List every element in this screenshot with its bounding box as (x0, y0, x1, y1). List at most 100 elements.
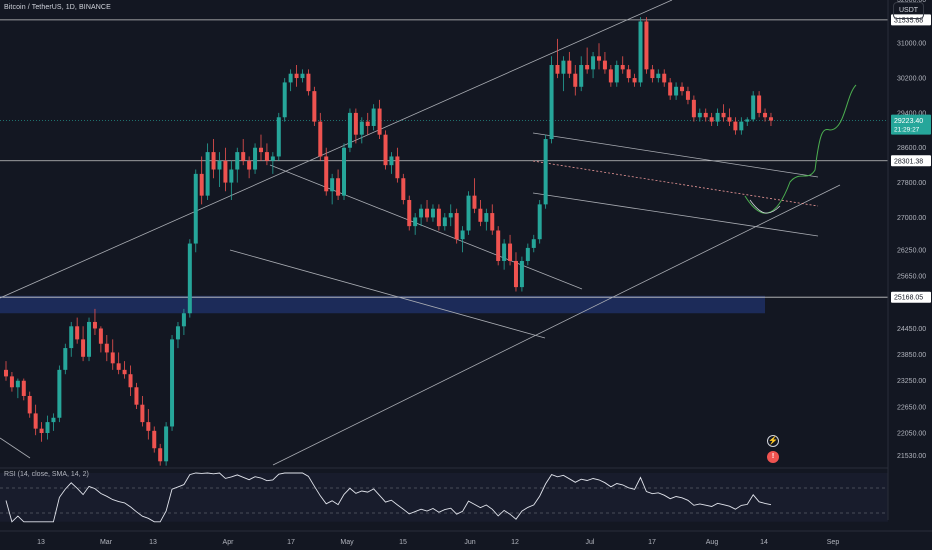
candle-body (674, 86, 679, 96)
candle (39, 422, 44, 442)
candle-body (217, 160, 222, 170)
candle-body (644, 21, 649, 70)
candle-body (602, 60, 607, 70)
candle (768, 112, 773, 126)
candle-body (235, 152, 240, 170)
candle (211, 139, 216, 179)
candle (199, 156, 204, 205)
candle-body (152, 430, 157, 449)
candle-body (430, 208, 435, 218)
price-axis-tick: 31000.00 (897, 41, 926, 48)
candle-body (768, 117, 773, 121)
current-price-countdown: 21:29:27 (894, 127, 920, 134)
candle-body (365, 121, 370, 126)
date-axis-tick: 13 (37, 539, 45, 546)
candle (721, 104, 726, 122)
candle (626, 65, 631, 83)
candle (531, 234, 536, 253)
currency-button[interactable]: USDT (893, 2, 924, 19)
candle-body (264, 152, 269, 161)
candle (697, 108, 702, 122)
candle (318, 112, 323, 161)
candle (715, 108, 720, 126)
date-axis-tick: May (340, 539, 354, 546)
candle (57, 365, 62, 423)
candle (490, 204, 495, 235)
candle-body (15, 380, 20, 388)
candle-body (146, 422, 151, 431)
candle-body (454, 213, 459, 240)
candle (614, 60, 619, 87)
candle (152, 426, 157, 453)
price-axis-tick: 21530.00 (897, 453, 926, 460)
candle-body (745, 119, 750, 122)
candle-body (223, 160, 228, 183)
candle (389, 152, 394, 174)
date-axis-tick: Jun (464, 539, 475, 546)
candle-body (247, 160, 252, 170)
candle (217, 152, 222, 187)
candle-body (650, 69, 655, 79)
candle (519, 256, 524, 292)
candle (751, 91, 756, 122)
chart-title: Bitcoin / TetherUS, 1D, BINANCE (4, 4, 111, 11)
candle-body (98, 328, 103, 344)
candle (525, 243, 530, 266)
candle-body (229, 169, 234, 183)
candle-body (531, 239, 536, 248)
candle-body (81, 339, 86, 357)
date-axis-tick: Apr (223, 539, 235, 546)
price-marker-bg (891, 155, 931, 167)
candle-body (353, 112, 358, 135)
candle (650, 65, 655, 83)
alert-icon[interactable]: ! (767, 451, 779, 463)
price-axis-tick: 29400.00 (897, 110, 926, 117)
price-axis-tick: 27000.00 (897, 215, 926, 222)
candle-body (158, 448, 163, 462)
candle-body (45, 422, 50, 433)
candle (342, 143, 347, 201)
candle-body (448, 213, 453, 218)
price-axis-tick: 25650.00 (897, 274, 926, 281)
candle-body (389, 156, 394, 166)
candle-body (567, 60, 572, 74)
candle (513, 252, 518, 292)
current-price-tag (891, 114, 931, 135)
candle (87, 317, 92, 362)
candle-body (502, 243, 507, 261)
candle-body (685, 91, 690, 100)
candle (413, 213, 418, 235)
candle-body (614, 65, 619, 83)
candle-body (519, 260, 524, 288)
candle-body (9, 376, 14, 388)
candle (419, 204, 424, 227)
candle-body (318, 121, 323, 157)
candle (69, 321, 74, 357)
candle-body (703, 112, 708, 118)
lightning-icon[interactable]: ⚡ (767, 435, 779, 447)
candle (63, 343, 68, 375)
candle (466, 191, 471, 235)
candle (306, 69, 311, 96)
candle-body (330, 178, 335, 192)
candle (9, 372, 14, 392)
candle (336, 169, 341, 201)
candle (128, 365, 133, 396)
candle (312, 86, 317, 126)
candle-body (466, 195, 471, 231)
support-zone[interactable] (0, 295, 765, 314)
candle (644, 17, 649, 74)
date-axis: 13 Mar 13 Apr 17 May 15 Jun 12 Jul 17 Aug 14 Sep (0, 530, 932, 546)
date-axis-tick: Aug (706, 539, 719, 546)
candle-body (27, 395, 32, 414)
candle (359, 117, 364, 144)
candle (591, 51, 596, 79)
candle (703, 108, 708, 122)
candle (276, 112, 281, 161)
descending-channel-upper-line (269, 164, 583, 290)
price-axis-tick: 23250.00 (897, 378, 926, 385)
candle-body (199, 173, 204, 196)
price-axis-tick: 27800.00 (897, 180, 926, 187)
